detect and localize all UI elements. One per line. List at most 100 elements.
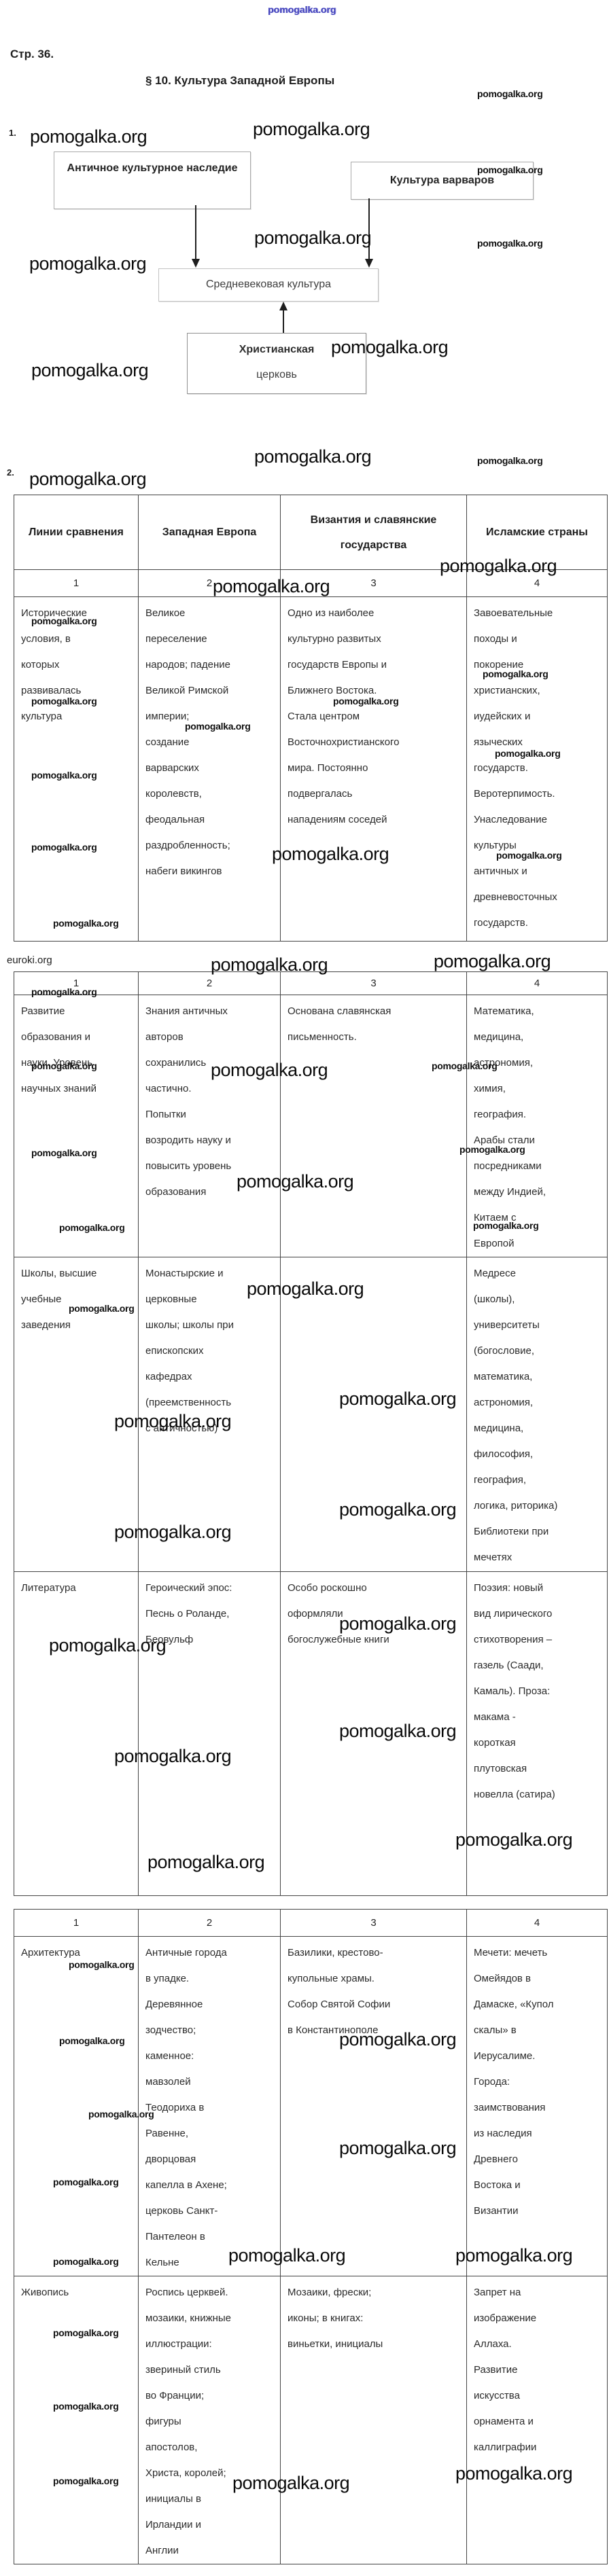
table-row: Развитие образования и науки. Уровень на… <box>14 995 608 1257</box>
cell-criterion: Исторические условия, в которых развивал… <box>14 596 139 942</box>
column-number-cell: 2 <box>138 971 281 995</box>
watermark: pomogalka.org <box>254 446 372 467</box>
cell-text: Особо роскошно оформляли богослужебные к… <box>288 1582 389 1645</box>
table-row: Живопись Роспись церквей. мозаики, книжн… <box>14 2276 608 2564</box>
cell-text: Архитектура <box>21 1947 80 1958</box>
cell-text: Знания античных авторов сохранились част… <box>145 1005 232 1198</box>
cell-text: Античные города в упадке. Деревянное зод… <box>145 1947 227 2268</box>
cell-text: Роспись церквей. мозаики, книжные иллюст… <box>145 2287 232 2556</box>
cell-text: Основана славянская письменность. <box>288 1005 392 1043</box>
watermark: pomogalka.org <box>434 951 551 971</box>
diagram-box-christian-church-line1: Христианская <box>239 344 315 355</box>
page-number-label: Стр. 36. <box>10 48 54 60</box>
header-cell-west-europe: Западная Европа <box>138 495 281 570</box>
arrow-antique-to-medieval <box>195 205 196 260</box>
header-cell-islamic: Исламские страны <box>466 495 608 570</box>
column-number-cell: 2 <box>138 1909 281 1937</box>
cell-islamic: Завоевательные походы и покорение христи… <box>466 596 608 942</box>
cell-text: Поэзия: новый вид лирического стихотворе… <box>474 1582 555 1800</box>
cell-west-europe: Знания античных авторов сохранились част… <box>138 995 281 1257</box>
cell-islamic: Медресе (школы), университеты (богослови… <box>466 1257 608 1572</box>
watermark: pomogalka.org <box>31 360 149 380</box>
cell-islamic: Запрет на изображение Аллаха. Развитие и… <box>466 2276 608 2564</box>
watermark: pomogalka.org <box>29 469 147 489</box>
page-title: § 10. Культура Западной Европы <box>145 74 335 87</box>
arrow-church-to-medieval <box>283 310 284 333</box>
diagram-box-christian-church: Христианская церковь <box>187 333 366 394</box>
cell-text: Математика, медицина, астрономия, химия,… <box>474 1005 546 1249</box>
cell-text: Великое переселение народов; падение Вел… <box>145 607 230 877</box>
cell-criterion: Живопись <box>14 2276 139 2564</box>
cell-byzantium: Основана славянская письменность. <box>280 995 467 1257</box>
arrowhead-barbarian-to-medieval <box>365 259 373 268</box>
watermark: pomogalka.org <box>477 88 543 99</box>
comparison-table-part3: 1 2 3 4 Архитектура Античные города в уп… <box>14 1909 608 2564</box>
cell-text: Базилики, крестово-купольные храмы. Собо… <box>288 1947 391 2036</box>
cell-west-europe: Великое переселение народов; падение Вел… <box>138 596 281 942</box>
section-2-marker: 2. <box>7 467 14 478</box>
comparison-table-part1: Линии сравнения Западная Европа Византия… <box>14 495 608 942</box>
cell-text: Школы, высшие учебные заведения <box>21 1268 97 1331</box>
cell-text: Мечети: мечеть Омейядов в Дамаске, «Купо… <box>474 1947 554 2217</box>
watermark: pomogalka.org <box>254 228 372 248</box>
table-row: Исторические условия, в которых развивал… <box>14 596 608 942</box>
diagram-box-christian-church-line2: церковь <box>256 369 297 380</box>
column-number-cell: 3 <box>280 569 467 597</box>
column-number-cell: 4 <box>466 971 608 995</box>
cell-text: Медресе (школы), университеты (богослови… <box>474 1268 558 1563</box>
diagram-box-antique-heritage: Античное культурное наследие <box>54 151 251 209</box>
column-number-cell: 3 <box>280 1909 467 1937</box>
column-number-cell: 3 <box>280 971 467 995</box>
header-cell-byzantium: Византия и славянские государства <box>280 495 467 570</box>
cell-criterion: Литература <box>14 1571 139 1896</box>
cell-criterion: Архитектура <box>14 1936 139 2276</box>
cell-text: Завоевательные походы и покорение христи… <box>474 607 557 929</box>
cell-byzantium: Базилики, крестово-купольные храмы. Собо… <box>280 1936 467 2276</box>
watermark: pomogalka.org <box>477 455 543 466</box>
comparison-table-part2: 1 2 3 4 Развитие образования и науки. Ур… <box>14 971 608 1896</box>
table-row: Литература Героический эпос: Песнь о Рол… <box>14 1571 608 1896</box>
column-number-cell: 1 <box>14 569 139 597</box>
cell-islamic: Мечети: мечеть Омейядов в Дамаске, «Купо… <box>466 1936 608 2276</box>
diagram-box-barbarian-culture: Культура варваров <box>351 162 534 200</box>
diagram-box-medieval-culture: Средневековая культура <box>158 268 379 302</box>
cell-byzantium <box>280 1257 467 1572</box>
cell-text: Одно из наиболее культурно развитых госу… <box>288 607 400 825</box>
watermark: pomogalka.org <box>477 238 543 249</box>
cell-text: Мозаики, фрески; иконы; в книгах: виньет… <box>288 2287 383 2350</box>
arrowhead-church-to-medieval <box>279 302 288 310</box>
watermark: pomogalka.org <box>253 119 370 139</box>
cell-byzantium: Мозаики, фрески; иконы; в книгах: виньет… <box>280 2276 467 2564</box>
euroki-link-text: euroki.org <box>7 954 52 966</box>
watermark: pomogalka.org <box>30 126 147 147</box>
cell-text: Литература <box>21 1582 76 1594</box>
table-row: Архитектура Античные города в упадке. Де… <box>14 1936 608 2276</box>
cell-criterion: Школы, высшие учебные заведения <box>14 1257 139 1572</box>
cell-text: Исторические условия, в которых развивал… <box>21 607 87 722</box>
watermark: pomogalka.org <box>268 4 336 15</box>
column-number-cell: 2 <box>138 569 281 597</box>
column-number-cell: 1 <box>14 1909 139 1937</box>
cell-text: Монастырские и церковные школы; школы пр… <box>145 1268 234 1434</box>
cell-text: Живопись <box>21 2287 69 2298</box>
section-1-marker: 1. <box>9 128 16 138</box>
header-cell-criterion: Линии сравнения <box>14 495 139 570</box>
cell-islamic: Поэзия: новый вид лирического стихотворе… <box>466 1571 608 1896</box>
cell-west-europe: Монастырские и церковные школы; школы пр… <box>138 1257 281 1572</box>
cell-text: Запрет на изображение Аллаха. Развитие и… <box>474 2287 537 2453</box>
table-row: Школы, высшие учебные заведения Монастыр… <box>14 1257 608 1572</box>
cell-west-europe: Античные города в упадке. Деревянное зод… <box>138 1936 281 2276</box>
cell-criterion: Развитие образования и науки. Уровень на… <box>14 995 139 1257</box>
cell-islamic: Математика, медицина, астрономия, химия,… <box>466 995 608 1257</box>
arrowhead-antique-to-medieval <box>192 259 200 268</box>
cell-byzantium: Особо роскошно оформляли богослужебные к… <box>280 1571 467 1896</box>
cell-west-europe: Героический эпос: Песнь о Роланде, Беову… <box>138 1571 281 1896</box>
cell-byzantium: Одно из наиболее культурно развитых госу… <box>280 596 467 942</box>
cell-text: Развитие образования и науки. Уровень на… <box>21 1005 97 1094</box>
cell-text: Героический эпос: Песнь о Роланде, Беову… <box>145 1582 232 1645</box>
column-number-cell: 1 <box>14 971 139 995</box>
arrow-barbarian-to-medieval <box>368 198 370 260</box>
column-number-cell: 4 <box>466 1909 608 1937</box>
watermark: pomogalka.org <box>29 253 147 274</box>
